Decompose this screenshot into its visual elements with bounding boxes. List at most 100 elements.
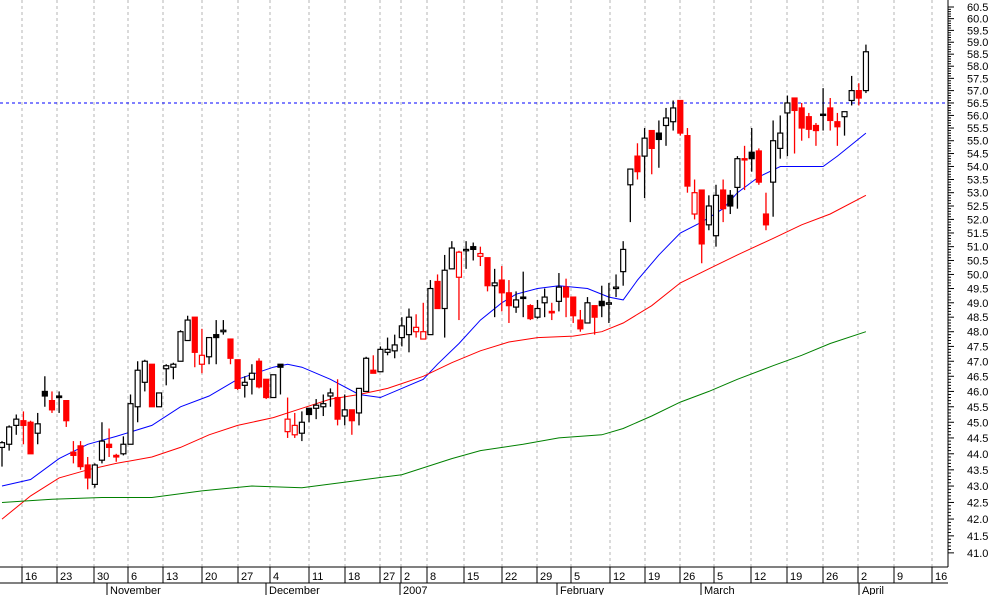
candle-body [762, 213, 770, 226]
candle [334, 379, 341, 426]
y-tick-label: 46.5 [967, 371, 988, 383]
candle [755, 148, 762, 185]
candle [655, 120, 662, 168]
candle [584, 297, 591, 324]
candle [355, 387, 363, 426]
candle-body [577, 319, 584, 330]
y-tick-label: 59.5 [967, 25, 988, 37]
candle-body [198, 354, 206, 365]
candle [841, 111, 848, 136]
candle [277, 363, 284, 395]
candle-body [391, 344, 398, 352]
candle [227, 338, 234, 365]
y-tick-label: 51.5 [967, 228, 988, 240]
y-tick-label: 46.0 [967, 386, 988, 398]
candle [263, 378, 270, 400]
candle [512, 291, 520, 313]
candle-body [113, 454, 120, 458]
gridlines [21, 0, 933, 567]
candle [134, 361, 141, 423]
y-tick-label: 41.5 [967, 531, 988, 543]
candle-body [355, 387, 363, 414]
candle-body [862, 51, 870, 92]
candle [463, 241, 470, 269]
candle-body [398, 325, 405, 339]
candle-body [134, 369, 141, 408]
candle [363, 356, 370, 393]
candle-body [555, 286, 563, 302]
candle [298, 411, 305, 442]
candle [20, 411, 27, 445]
candle [791, 97, 798, 154]
x-day-label: 27 [241, 571, 253, 583]
candle-body [755, 150, 762, 183]
candle [48, 391, 56, 413]
candle-body [698, 189, 705, 245]
candle [305, 407, 313, 423]
candle [484, 257, 491, 292]
y-tick-label: 51.0 [967, 242, 988, 254]
candle [0, 441, 6, 467]
candle-body [20, 420, 27, 426]
candle [562, 278, 570, 318]
candle [812, 122, 820, 146]
candle [527, 304, 534, 321]
candle [270, 374, 277, 399]
candle [184, 315, 191, 342]
candle-body [648, 129, 655, 149]
candle-body [584, 302, 591, 324]
candle [834, 112, 841, 146]
y-tick-label: 48.5 [967, 312, 988, 324]
x-day-label: 27 [383, 571, 395, 583]
candle [477, 246, 484, 267]
candle-body [591, 305, 598, 318]
candle [662, 107, 670, 146]
candle-body [841, 111, 848, 118]
candle-body [34, 423, 41, 434]
candle-body [570, 296, 577, 317]
candle [98, 422, 106, 464]
candle-body [384, 348, 391, 353]
candle-body [405, 316, 413, 336]
candle [848, 75, 855, 106]
x-day-label: 26 [683, 571, 695, 583]
x-day-label: 8 [430, 571, 436, 583]
candle [819, 88, 827, 131]
candle [612, 274, 620, 298]
candle-body [313, 404, 320, 409]
y-tick-label: 58.5 [967, 49, 988, 61]
candle [541, 288, 548, 318]
candle-body [834, 121, 841, 128]
candle-body [363, 357, 370, 393]
candle-body [541, 296, 548, 304]
candle [313, 399, 320, 420]
candle [141, 359, 148, 392]
candle [377, 346, 384, 373]
x-day-label: 20 [205, 571, 217, 583]
candle [591, 305, 598, 335]
candle-body [463, 248, 470, 252]
candle-body [277, 363, 284, 368]
candle [427, 280, 434, 336]
candle-body [534, 307, 541, 318]
candle [677, 99, 684, 136]
candle [248, 364, 255, 395]
candle [63, 400, 70, 427]
candle [770, 120, 777, 217]
candle [827, 98, 834, 131]
candle [70, 441, 77, 464]
candle [634, 143, 641, 180]
candle-body [63, 400, 70, 422]
candle [170, 362, 177, 380]
candle-body [291, 424, 298, 436]
y-tick-label: 43.0 [967, 481, 988, 493]
candle-body [148, 363, 156, 408]
candle [605, 282, 613, 323]
candle [348, 409, 355, 435]
candle [241, 376, 248, 398]
x-day-label: 5 [717, 571, 723, 583]
candle [698, 189, 705, 264]
candle-body [155, 392, 163, 408]
candle [670, 100, 677, 131]
